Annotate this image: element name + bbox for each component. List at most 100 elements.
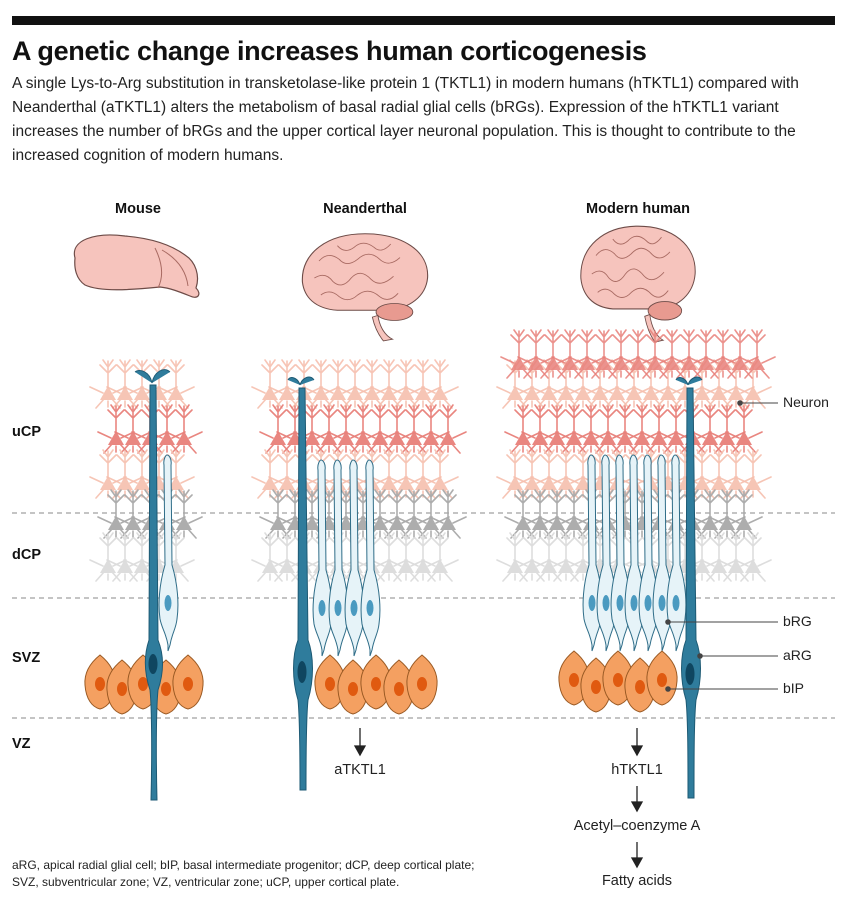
neanderthal-brain-illustration — [301, 233, 429, 342]
neuron — [395, 404, 433, 454]
label-brg: bRG — [783, 613, 812, 629]
neuron — [691, 404, 729, 454]
figure-description: A single Lys-to-Arg substitution in tran… — [12, 75, 799, 164]
mouse-brain-illustration — [73, 234, 200, 298]
arg-cell — [675, 376, 703, 799]
neuron — [387, 359, 425, 409]
neuron — [412, 489, 450, 539]
zone-label-ucp: uCP — [12, 424, 41, 440]
neuron — [725, 489, 763, 539]
neuron — [623, 404, 661, 454]
neuron — [421, 532, 459, 582]
neuron — [589, 404, 627, 454]
flow-acetyl-coenzyme-a: Acetyl–coenzyme A — [573, 818, 701, 834]
neuron — [404, 359, 442, 409]
neuron — [89, 359, 127, 409]
neuron — [738, 329, 776, 379]
neuron — [106, 359, 144, 409]
modern-human-progenitors — [558, 376, 703, 799]
zone-label-vz: VZ — [12, 736, 31, 752]
neuron — [319, 359, 357, 409]
neuron — [378, 489, 416, 539]
neuron — [114, 404, 152, 454]
arg-cell — [287, 376, 315, 791]
neuron — [640, 404, 678, 454]
neuron — [412, 404, 450, 454]
label-arg: aRG — [783, 647, 812, 663]
column-header-mouse: Mouse — [115, 201, 161, 217]
neuron — [513, 532, 551, 582]
neuron — [327, 489, 365, 539]
mouse-progenitors — [84, 369, 204, 801]
neuron — [708, 489, 746, 539]
neuron — [717, 532, 755, 582]
neuron-layers-mouse — [89, 359, 203, 582]
neuron — [387, 532, 425, 582]
bip-cell — [406, 654, 438, 710]
label-neuron: Neuron — [783, 394, 829, 410]
neuron — [114, 489, 152, 539]
neuron — [421, 359, 459, 409]
neuron — [530, 532, 568, 582]
neuron — [259, 489, 297, 539]
neuron — [157, 359, 195, 409]
neuron — [504, 404, 542, 454]
neuron — [547, 532, 585, 582]
neuron — [555, 404, 593, 454]
neuron — [538, 404, 576, 454]
neuron — [555, 489, 593, 539]
neuron — [276, 404, 314, 454]
neuron — [353, 359, 391, 409]
neuron — [691, 489, 729, 539]
neuron — [97, 489, 135, 539]
neuron-layers-neanderthal — [251, 359, 467, 582]
neuron — [378, 404, 416, 454]
neuron — [370, 532, 408, 582]
neuron — [97, 404, 135, 454]
figure-title: A genetic change increases human cortico… — [12, 36, 647, 66]
neuron — [521, 489, 559, 539]
neuron — [623, 489, 661, 539]
neuron — [310, 404, 348, 454]
neuron — [251, 359, 289, 409]
label-bip: bIP — [783, 680, 805, 696]
column-header-neanderthal: Neanderthal — [323, 201, 407, 217]
zone-label-dcp: dCP — [12, 547, 41, 563]
label-leader-lines — [665, 400, 778, 692]
neanderthal-progenitors — [287, 376, 438, 791]
neuron — [734, 532, 772, 582]
flow-arrows — [353, 728, 644, 869]
footnote-abbreviations: aRG, apical radial glial cell; bIP, basa… — [12, 858, 475, 889]
flow-htktl1: hTKTL1 — [611, 762, 663, 778]
neuron — [708, 404, 746, 454]
neuron — [572, 404, 610, 454]
neuron — [106, 532, 144, 582]
neuron — [276, 489, 314, 539]
neuron — [538, 489, 576, 539]
zone-label-svz: SVZ — [12, 650, 41, 666]
neuron — [521, 404, 559, 454]
bip-cell — [172, 654, 204, 710]
neuron — [344, 404, 382, 454]
neuron — [395, 489, 433, 539]
column-header-modern-human: Modern human — [586, 201, 690, 217]
neuron — [302, 359, 340, 409]
neuron — [251, 532, 289, 582]
neuron — [259, 404, 297, 454]
neuron — [606, 404, 644, 454]
neuron — [429, 404, 467, 454]
neuron — [429, 489, 467, 539]
neuron — [370, 359, 408, 409]
modern-human-brain-illustration — [580, 225, 696, 343]
neuron — [700, 532, 738, 582]
neuron — [496, 532, 534, 582]
bip-cell — [646, 650, 678, 706]
neuron — [404, 532, 442, 582]
neuron — [504, 489, 542, 539]
neuron — [327, 404, 365, 454]
neuron — [336, 359, 374, 409]
neuron — [89, 532, 127, 582]
neuron — [725, 404, 763, 454]
neuron — [361, 404, 399, 454]
